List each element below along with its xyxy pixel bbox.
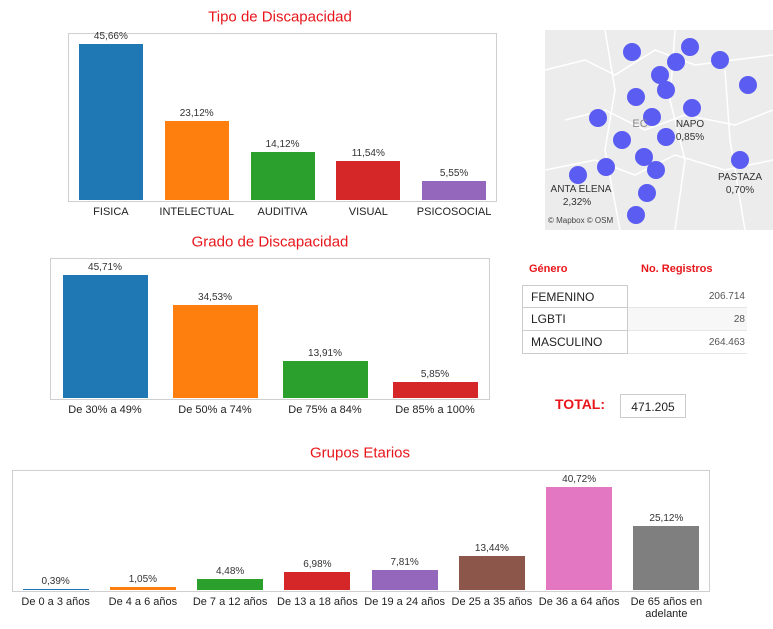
x-tick-label: De 85% a 100% (382, 404, 488, 416)
bar (79, 44, 143, 200)
bar (336, 161, 400, 200)
x-tick-label: De 7 a 12 años (189, 596, 272, 608)
data-label: 45,66% (94, 31, 128, 42)
data-label: 1,05% (129, 574, 157, 585)
x-tick-label: De 0 a 3 años (14, 596, 97, 608)
x-tick-label: De 13 a 18 años (276, 596, 359, 608)
bar (251, 152, 315, 200)
x-tick-label: De 4 a 6 años (101, 596, 184, 608)
data-label: 4,48% (216, 566, 244, 577)
bar (197, 579, 263, 590)
total-value: 471.205 (620, 394, 686, 418)
x-tick-label: De 36 a 64 años (538, 596, 621, 608)
data-label: 5,55% (440, 168, 468, 179)
x-tick-label: De 30% a 49% (52, 404, 158, 416)
bar (393, 382, 478, 398)
bar (372, 570, 438, 590)
x-tick-label: VISUAL (327, 206, 409, 218)
data-label: 0,39% (41, 576, 69, 587)
x-tick-label: FISICA (70, 206, 152, 218)
map-attribution: © Mapbox © OSM (548, 216, 613, 225)
data-label: 13,91% (308, 348, 342, 359)
data-label: 34,53% (198, 292, 232, 303)
map-region-code: EC (632, 118, 647, 130)
chart-title: Grado de Discapacidad (192, 234, 349, 251)
data-label: 25,12% (649, 513, 683, 524)
data-label: 6,98% (303, 559, 331, 570)
bar (165, 121, 229, 200)
table-cell: LGBTI (522, 308, 628, 331)
map-label-name: NAPO (676, 119, 704, 131)
map-label-value: 0,70% (726, 185, 754, 197)
bar (23, 589, 89, 590)
map[interactable]: EC NAPO 0,85% PASTAZA 0,70% ANTA ELENA 2… (545, 30, 773, 230)
x-tick-label: De 25 a 35 años (450, 596, 533, 608)
bar (284, 572, 350, 590)
x-tick-label: De 75% a 84% (272, 404, 378, 416)
x-tick-label: AUDITIVA (242, 206, 324, 218)
table-cell: MASCULINO (522, 331, 628, 354)
data-label: 40,72% (562, 474, 596, 485)
data-label: 45,71% (88, 262, 122, 273)
bar (633, 526, 699, 590)
bar (422, 181, 486, 200)
bar (546, 487, 612, 590)
x-tick-label: De 50% a 74% (162, 404, 268, 416)
x-tick-label: PSICOSOCIAL (413, 206, 495, 218)
map-label-name: PASTAZA (718, 172, 762, 184)
data-label: 7,81% (390, 557, 418, 568)
map-label-value: 0,85% (676, 132, 704, 144)
bar (459, 556, 525, 590)
table-header: Género (529, 263, 568, 275)
x-tick-label: De 19 a 24 años (363, 596, 446, 608)
data-label: 14,12% (266, 139, 300, 150)
bar (110, 587, 176, 590)
data-label: 5,85% (421, 369, 449, 380)
table-cell: 206.714 (628, 285, 747, 308)
map-label-name: ANTA ELENA (551, 184, 612, 196)
x-tick-label: INTELECTUAL (156, 206, 238, 218)
bar (173, 305, 258, 398)
bar (63, 275, 148, 398)
chart-title: Grupos Etarios (310, 445, 410, 462)
data-label: 13,44% (475, 543, 509, 554)
map-label-value: 2,32% (563, 197, 591, 209)
chart-title: Tipo de Discapacidad (208, 9, 352, 26)
table-cell: FEMENINO (522, 285, 628, 308)
bar (283, 361, 368, 398)
data-label: 11,54% (352, 148, 385, 159)
x-tick-label: De 65 años en adelante (625, 596, 708, 620)
total-label: TOTAL: (555, 396, 605, 412)
table-header: No. Registros (641, 263, 713, 275)
data-label: 23,12% (180, 108, 214, 119)
table-cell: 28 (628, 308, 747, 331)
table-cell: 264.463 (628, 331, 747, 354)
dashboard: EC NAPO 0,85% PASTAZA 0,70% ANTA ELENA 2… (0, 0, 773, 629)
